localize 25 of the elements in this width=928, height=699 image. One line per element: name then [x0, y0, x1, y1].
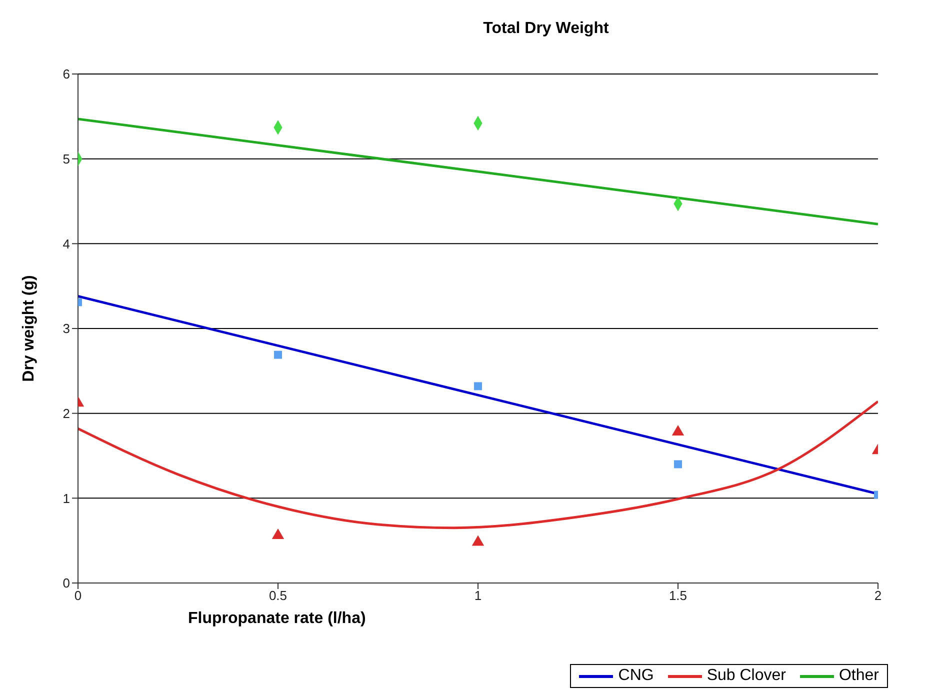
y-axis-title: Dry weight (g) — [20, 275, 38, 382]
point — [274, 350, 282, 359]
x-axis-title: Flupropanate rate (l/ha) — [188, 610, 366, 627]
legend-label: Sub Clover — [706, 667, 786, 685]
x-tick-label: 2 — [874, 588, 882, 604]
x-tick-label: 1 — [474, 588, 482, 604]
y-tick-label: 6 — [62, 66, 70, 82]
point — [272, 528, 284, 540]
x-tick-label: 0 — [74, 588, 82, 604]
legend-label: Other — [838, 667, 879, 685]
y-tick-label: 4 — [62, 236, 70, 252]
x-tick-label: 0.5 — [268, 588, 288, 604]
point — [674, 460, 682, 468]
y-tick-label: 5 — [62, 151, 70, 166]
y-tick-label: 0 — [62, 576, 70, 591]
line-series — [78, 400, 878, 530]
chart-title: Total Dry Weight — [482, 20, 610, 38]
point — [472, 535, 484, 546]
y-tick-label: 3 — [62, 321, 70, 336]
y-tick-label: 1 — [62, 490, 70, 506]
y-tick-label: 2 — [62, 406, 70, 421]
point — [474, 382, 482, 390]
point — [672, 424, 684, 436]
x-tick-label: 1.5 — [668, 588, 688, 604]
legend-label: CNG — [618, 667, 654, 685]
